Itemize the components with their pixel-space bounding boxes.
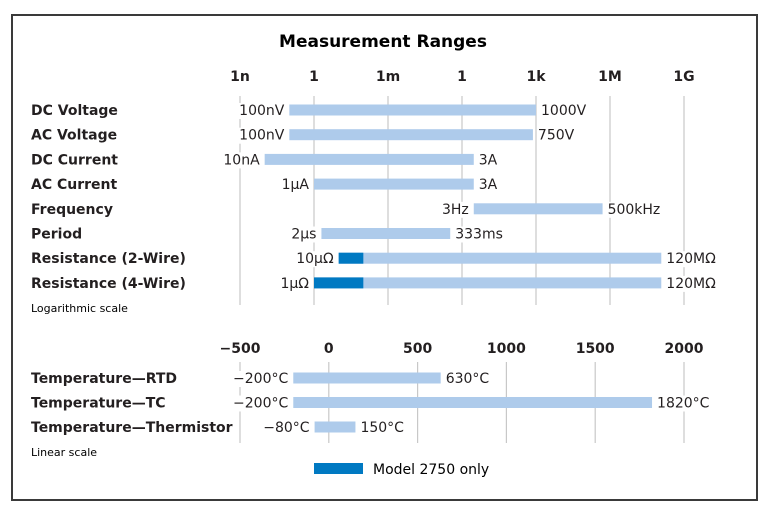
- row-label: Resistance (2-Wire): [31, 251, 186, 267]
- range-row: Frequency 3Hz 500kHz: [31, 201, 662, 218]
- range-min-label: 10nA: [223, 152, 260, 168]
- range-min-label: −200°C: [233, 396, 288, 412]
- label-background: [359, 420, 406, 436]
- label-background: [477, 152, 499, 169]
- range-min-label: 10µΩ: [296, 251, 334, 267]
- label-background: [295, 251, 335, 268]
- range-bar: [289, 104, 536, 116]
- range-min-label: 2µs: [291, 227, 316, 243]
- range-max-label: 750V: [538, 128, 575, 144]
- label-background: [232, 371, 290, 387]
- range-bar: [473, 203, 603, 215]
- range-min-label: 1µA: [282, 177, 310, 193]
- label-background: [536, 127, 576, 144]
- range-max-label: 120MΩ: [666, 251, 716, 267]
- label-background: [477, 177, 499, 194]
- range-min-label: 1µΩ: [280, 276, 309, 292]
- label-background: [280, 177, 311, 194]
- label-background: [540, 103, 588, 119]
- range-max-label: 630°C: [446, 371, 490, 387]
- x-tick-label: 1: [457, 69, 467, 85]
- x-tick-label: 1500: [576, 341, 615, 357]
- row-label: Temperature—TC: [31, 396, 166, 412]
- model-only-bar: [338, 252, 364, 264]
- range-row: Temperature—TC −200°C 1820°C: [31, 395, 711, 412]
- label-background: [665, 251, 718, 268]
- range-max-label: 150°C: [360, 420, 404, 436]
- range-max-label: 120MΩ: [666, 276, 716, 292]
- range-bar: [293, 397, 653, 408]
- label-background: [238, 127, 286, 144]
- range-bar: [314, 178, 474, 190]
- chart-frame: [11, 14, 758, 501]
- range-bar: [314, 421, 356, 433]
- range-min-label: −200°C: [233, 371, 288, 387]
- row-label: DC Current: [31, 152, 118, 168]
- row-label: AC Voltage: [31, 128, 117, 144]
- x-tick-label: 2000: [665, 341, 704, 357]
- row-label: DC Voltage: [31, 103, 118, 119]
- row-label: AC Current: [31, 177, 117, 193]
- x-tick-label: 1k: [526, 69, 546, 85]
- range-bar: [338, 252, 662, 264]
- range-row: Resistance (2-Wire) 10µΩ 120MΩ: [31, 251, 718, 268]
- row-label: Temperature—Thermistor: [31, 420, 233, 436]
- legend-swatch-model-only: [314, 463, 363, 474]
- legend-label: Model 2750 only: [373, 462, 489, 478]
- range-max-label: 3A: [479, 177, 498, 193]
- range-max-label: 333ms: [455, 227, 503, 243]
- range-max-label: 3A: [479, 152, 498, 168]
- x-tick-label: 1M: [598, 69, 622, 85]
- label-background: [222, 152, 262, 169]
- label-background: [440, 201, 470, 218]
- range-max-label: 500kHz: [608, 202, 661, 218]
- range-bar: [314, 277, 662, 289]
- x-tick-label: 1m: [376, 69, 400, 85]
- chart-title: Measurement Ranges: [279, 32, 487, 52]
- row-label: Resistance (4-Wire): [31, 276, 186, 292]
- range-row: Temperature—Thermistor −80°C 150°C: [31, 420, 406, 436]
- label-background: [665, 275, 718, 292]
- row-label: Temperature—RTD: [31, 371, 177, 387]
- x-tick-label: 500: [403, 341, 432, 357]
- range-row: AC Voltage 100nV 750V: [31, 127, 576, 144]
- model-only-bar: [314, 277, 364, 289]
- label-background: [656, 395, 711, 412]
- linear-scale-note: Linear scale: [31, 446, 97, 459]
- row-label: Period: [31, 227, 82, 243]
- range-row: Period 2µs 333ms: [31, 226, 504, 243]
- label-background: [232, 395, 290, 412]
- range-min-label: 100nV: [239, 103, 285, 119]
- log-scale-note: Logarithmic scale: [31, 302, 128, 315]
- x-tick-label: 1G: [673, 69, 694, 85]
- range-min-label: 100nV: [239, 128, 285, 144]
- range-row: Temperature—RTD −200°C 630°C: [31, 371, 491, 387]
- label-background: [444, 371, 491, 387]
- x-tick-label: 1: [309, 69, 319, 85]
- range-row: Resistance (4-Wire) 1µΩ 120MΩ: [31, 275, 718, 292]
- range-bar: [264, 153, 474, 165]
- row-label: Frequency: [31, 202, 113, 218]
- x-tick-label: 0: [324, 341, 334, 357]
- range-row: AC Current 1µA 3A: [31, 177, 499, 194]
- x-tick-label: −500: [220, 341, 261, 357]
- range-row: DC Current 10nA 3A: [31, 152, 499, 169]
- label-background: [606, 201, 662, 218]
- label-background: [290, 226, 318, 243]
- range-row: DC Voltage 100nV 1000V: [31, 103, 588, 119]
- range-min-label: 3Hz: [442, 202, 469, 218]
- range-bar: [289, 129, 533, 141]
- label-background: [262, 420, 311, 436]
- x-tick-label: 1000: [487, 341, 526, 357]
- range-max-label: 1820°C: [657, 396, 710, 412]
- range-min-label: −80°C: [263, 420, 310, 436]
- label-background: [238, 103, 286, 119]
- x-tick-label: 1n: [230, 69, 250, 85]
- label-background: [454, 226, 504, 243]
- range-bar: [293, 372, 441, 384]
- range-bar: [321, 228, 451, 239]
- range-max-label: 1000V: [541, 103, 587, 119]
- label-background: [279, 275, 311, 292]
